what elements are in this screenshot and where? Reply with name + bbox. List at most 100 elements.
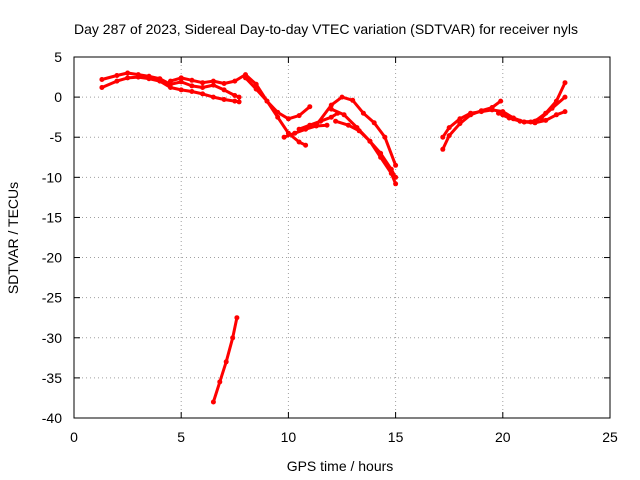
data-point — [221, 87, 227, 93]
data-point — [125, 70, 131, 76]
x-tick-label: 0 — [70, 429, 78, 445]
data-point — [440, 134, 446, 140]
data-point — [157, 78, 163, 84]
y-tick-label: 0 — [54, 89, 62, 105]
data-point — [230, 335, 236, 341]
data-point — [253, 81, 259, 87]
data-point — [521, 119, 527, 125]
data-point — [324, 122, 330, 128]
data-point — [356, 128, 362, 134]
data-point — [217, 379, 223, 385]
data-point — [189, 83, 195, 89]
data-point — [200, 91, 206, 97]
data-series — [99, 70, 568, 405]
data-point — [360, 110, 366, 116]
data-point — [221, 81, 227, 86]
data-point — [489, 107, 495, 113]
data-point — [339, 94, 345, 100]
y-tick-label: -35 — [42, 370, 62, 386]
data-point — [468, 110, 474, 116]
data-point — [232, 93, 238, 98]
data-point — [168, 78, 173, 84]
data-point — [440, 146, 446, 152]
data-point — [99, 85, 105, 90]
data-point — [446, 125, 452, 131]
data-point — [478, 109, 484, 115]
data-point — [511, 116, 516, 122]
data-point — [313, 122, 319, 128]
data-point — [393, 181, 399, 187]
data-point — [125, 75, 131, 81]
y-tick-label: -30 — [42, 330, 62, 346]
data-point — [236, 99, 242, 105]
y-tick-label: -40 — [42, 410, 62, 426]
data-point — [243, 75, 248, 81]
x-tick-label: 5 — [177, 429, 185, 445]
data-point — [200, 80, 206, 86]
data-point — [296, 126, 302, 132]
data-point — [562, 109, 568, 115]
y-tick-label: -20 — [42, 250, 62, 266]
data-point — [234, 315, 240, 321]
data-point — [498, 98, 504, 104]
data-point — [553, 98, 559, 104]
x-tick-label: 10 — [281, 429, 297, 445]
series-arc-13 — [500, 80, 568, 125]
data-point — [178, 75, 184, 81]
data-point — [210, 82, 216, 88]
x-tick-labels: 0 5 10 15 20 25 — [70, 429, 618, 445]
data-point — [135, 74, 141, 80]
data-point — [553, 112, 559, 118]
data-point — [210, 78, 216, 84]
data-point — [232, 98, 238, 104]
data-point — [114, 78, 120, 84]
x-tick-label: 15 — [388, 429, 404, 445]
data-point — [296, 139, 302, 145]
y-tick-label: -5 — [50, 129, 63, 145]
series-arc-5 — [281, 122, 330, 140]
data-point — [281, 134, 287, 140]
data-point — [562, 94, 568, 100]
data-point — [210, 94, 216, 100]
data-point — [328, 102, 334, 108]
data-point — [210, 399, 216, 405]
data-point — [275, 114, 281, 120]
grid-lines — [74, 57, 610, 418]
data-point — [543, 110, 549, 116]
series-arc-7 — [313, 94, 399, 168]
data-point — [189, 89, 195, 94]
data-point — [388, 166, 394, 172]
data-point — [264, 98, 270, 104]
data-point — [382, 134, 388, 140]
data-point — [367, 138, 373, 144]
data-point — [393, 174, 399, 180]
data-point — [350, 97, 356, 103]
data-point — [457, 121, 463, 127]
data-point — [221, 97, 227, 102]
y-tick-label: -10 — [42, 169, 62, 185]
data-point — [178, 79, 184, 85]
data-point — [307, 104, 313, 110]
data-point — [303, 142, 309, 148]
series-line — [329, 107, 398, 186]
y-tick-labels: 5 0 -5 -10 -15 -20 -25 -30 -35 -40 — [42, 49, 62, 426]
data-point — [236, 94, 242, 100]
x-axis-label: GPS time / hours — [287, 458, 394, 474]
data-point — [345, 122, 351, 128]
data-point — [99, 77, 105, 82]
data-point — [168, 85, 173, 90]
series-line — [314, 95, 398, 167]
x-tick-label: 20 — [495, 429, 511, 445]
data-point — [543, 117, 549, 123]
data-point — [189, 77, 195, 83]
data-point — [146, 76, 152, 82]
data-point — [500, 112, 506, 118]
series-arc-2 — [99, 74, 242, 105]
data-point — [307, 122, 313, 128]
series-arc-14 — [210, 315, 240, 405]
axis-ticks — [73, 56, 611, 419]
data-point — [446, 133, 452, 139]
y-tick-label: -25 — [42, 290, 62, 306]
data-point — [328, 114, 334, 120]
